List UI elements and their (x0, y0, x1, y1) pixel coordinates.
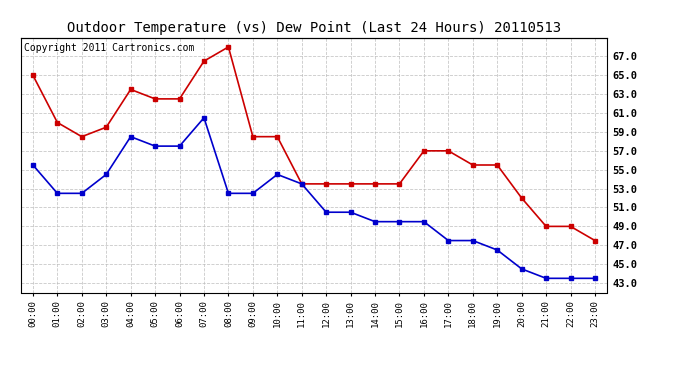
Title: Outdoor Temperature (vs) Dew Point (Last 24 Hours) 20110513: Outdoor Temperature (vs) Dew Point (Last… (67, 21, 561, 35)
Text: Copyright 2011 Cartronics.com: Copyright 2011 Cartronics.com (23, 43, 194, 52)
